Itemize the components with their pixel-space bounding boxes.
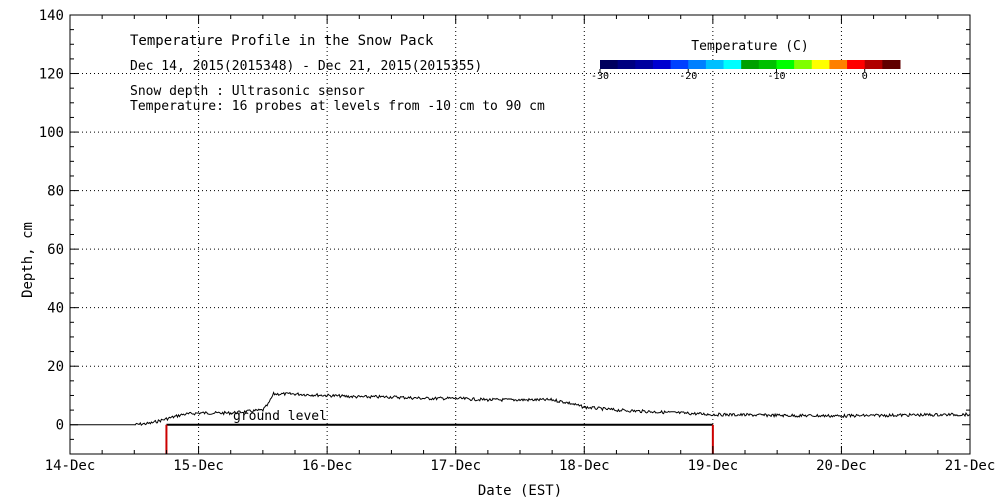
y-axis-label: Depth, cm xyxy=(20,222,36,298)
colorbar-swatch xyxy=(829,60,848,69)
note-snow-depth: Snow depth : Ultrasonic sensor xyxy=(130,84,365,99)
colorbar-label: Temperature (C) xyxy=(691,39,808,54)
chart-title: Temperature Profile in the Snow Pack xyxy=(130,33,434,49)
temperature-colorbar: Temperature (C) -30 -20 -10 0 xyxy=(591,39,901,82)
colorbar-swatch xyxy=(652,60,672,69)
plot-area xyxy=(70,15,970,454)
colorbar-tick-label: -10 xyxy=(767,71,785,82)
y-tick-label: 140 xyxy=(39,8,64,24)
series-group xyxy=(70,391,971,427)
colorbar-swatch xyxy=(635,60,654,69)
y-axis: 0 20 40 60 80 100 120 140 xyxy=(39,8,970,455)
y-tick-label: 80 xyxy=(47,184,64,200)
x-tick-label: 14-Dec xyxy=(45,458,96,474)
colorbar-swatch xyxy=(882,60,901,69)
colorbar-swatch xyxy=(670,60,689,69)
ground-level-label: ground level xyxy=(233,409,327,424)
x-tick-label: 20-Dec xyxy=(816,458,867,474)
colorbar-swatch xyxy=(741,60,760,69)
colorbar-tick-label: -30 xyxy=(591,71,609,82)
x-tick-label: 21-Dec xyxy=(945,458,996,474)
colorbar-swatch xyxy=(617,60,636,69)
y-tick-label: 120 xyxy=(39,67,64,83)
x-tick-label: 15-Dec xyxy=(173,458,224,474)
x-axis: 14-Dec 15-Dec 16-Dec 17-Dec 18-Dec 19-Dec 20-D… xyxy=(45,15,996,474)
y-tick-label: 20 xyxy=(47,359,64,375)
y-tick-label: 40 xyxy=(47,301,64,317)
x-axis-label: Date (EST) xyxy=(478,483,562,499)
x-tick-label: 18-Dec xyxy=(559,458,610,474)
y-tick-label: 100 xyxy=(39,125,64,141)
colorbar-swatch xyxy=(847,60,866,69)
chart-subtitle: Dec 14, 2015(2015348) - Dec 21, 2015(201… xyxy=(130,59,482,74)
note-temperature: Temperature: 16 probes at levels from -1… xyxy=(130,99,545,114)
colorbar-swatch xyxy=(758,60,777,69)
colorbar-swatch xyxy=(705,60,725,69)
colorbar-tick-label: 0 xyxy=(862,71,868,82)
colorbar-swatch xyxy=(688,60,707,69)
x-tick-label: 16-Dec xyxy=(302,458,353,474)
colorbar-swatch xyxy=(776,60,795,69)
snow-depth-line xyxy=(70,391,971,427)
y-tick-label: 0 xyxy=(56,418,64,434)
colorbar-swatch xyxy=(864,60,883,69)
colorbar-swatch xyxy=(723,60,742,69)
colorbar-swatch xyxy=(794,60,813,69)
x-tick-label: 19-Dec xyxy=(688,458,739,474)
colorbar-swatch xyxy=(811,60,830,69)
colorbar-tick-label: -20 xyxy=(679,71,697,82)
colorbar-swatch xyxy=(600,60,619,69)
y-tick-label: 60 xyxy=(47,242,64,258)
x-tick-label: 17-Dec xyxy=(430,458,481,474)
